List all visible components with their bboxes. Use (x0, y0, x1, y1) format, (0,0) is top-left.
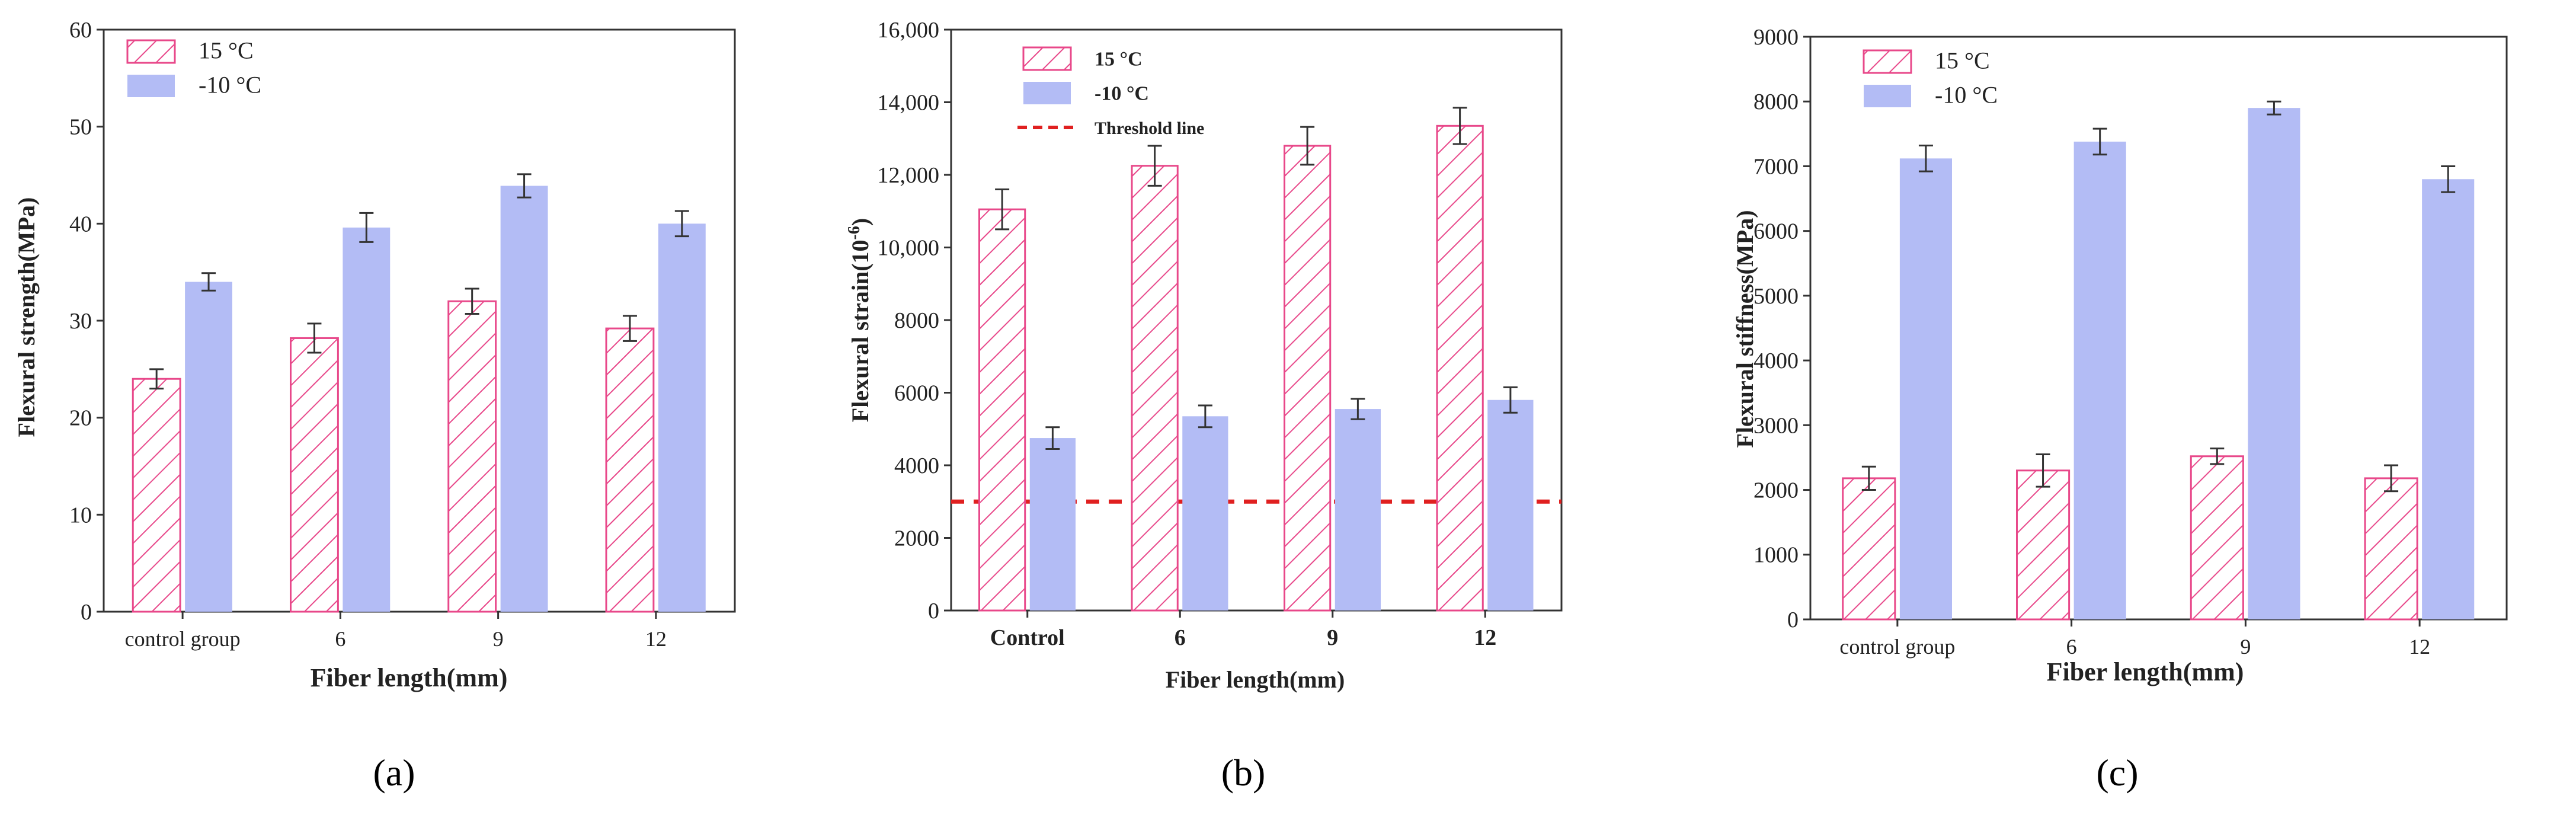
xlabel-a: Fiber length(mm) (311, 663, 508, 692)
legend-label-c: 15 °C (1935, 47, 1990, 73)
xtick-label-a: 6 (335, 627, 345, 651)
legend-swatch-c (1863, 49, 1912, 74)
xtick-label-b: 9 (1327, 625, 1338, 650)
xtick-label-a: 12 (645, 627, 667, 651)
xtick-label-b: Control (990, 625, 1065, 650)
axes-frame-c (1809, 36, 2508, 621)
ytick-label-a: 0 (81, 600, 92, 625)
bar-a-fill (500, 186, 548, 612)
ytick-label-b: 6000 (894, 381, 939, 405)
chart-panel-b: 0 2000 4000 6000 8000 10,000 12,000 14,000 16,00… (845, 18, 1563, 794)
bar-c-fill (1899, 158, 1952, 619)
legend-label-c: -10 °C (1935, 81, 1998, 108)
bar-a-hatch (132, 378, 181, 613)
ylabel-b: Flexural strain(10-6) (845, 218, 874, 422)
ytick-label-c: 9000 (1753, 25, 1799, 50)
legend-swatch-a (127, 75, 175, 97)
ylabel-c: Flexural stiffness(MPa) (1732, 210, 1758, 448)
ytick-label-b: 12,000 (878, 163, 940, 188)
bar-a-hatch (290, 337, 339, 613)
ylabel-a: Flexural strength(MPa) (13, 197, 40, 437)
ytick-label-b: 4000 (894, 453, 939, 478)
ytick-label-b: 16,000 (878, 18, 940, 43)
bar-b-hatch (978, 208, 1026, 612)
xtick-label-c: 6 (2066, 635, 2077, 659)
ylabel-b-tail: ) (847, 218, 873, 226)
xtick-label-c: control group (1839, 635, 1955, 659)
bar-a-fill (343, 227, 391, 612)
ytick-label-c: 3000 (1753, 413, 1799, 438)
ytick-label-a: 60 (69, 18, 92, 43)
ytick-label-a: 20 (69, 406, 92, 431)
ytick-label-c: 5000 (1753, 284, 1799, 309)
ytick-label-c: 8000 (1753, 90, 1799, 114)
bar-c-hatch (2016, 469, 2071, 621)
panel-label-a: (a) (373, 752, 415, 794)
ytick-label-b: 8000 (894, 308, 939, 333)
legend-label-b: -10 °C (1095, 82, 1149, 104)
bar-c-fill (2248, 108, 2300, 620)
bar-b-fill (1029, 438, 1076, 611)
ytick-label-c: 2000 (1753, 478, 1799, 503)
ytick-label-c: 7000 (1753, 154, 1799, 179)
bar-b-hatch (1131, 165, 1179, 612)
ytick-label-c: 6000 (1753, 219, 1799, 244)
xlabel-b: Fiber length(mm) (1166, 666, 1345, 693)
ytick-label-b: 14,000 (878, 90, 940, 115)
ytick-label-a: 40 (69, 212, 92, 236)
legend-swatch-b (1023, 82, 1071, 104)
xtick-label-b: 12 (1474, 625, 1496, 650)
xtick-label-a: control group (125, 627, 241, 651)
bar-b-hatch (1284, 145, 1332, 612)
ylabel-b-main: Flexural strain(10 (847, 239, 873, 422)
bar-c-fill (2073, 141, 2126, 619)
bar-b-fill (1335, 409, 1381, 611)
xtick-label-a: 9 (493, 627, 504, 651)
bar-c-hatch (2190, 455, 2244, 621)
xtick-label-c: 12 (2409, 635, 2430, 659)
ytick-label-b: 2000 (894, 526, 939, 551)
bar-b-fill (1182, 416, 1228, 611)
ytick-label-c: 0 (1787, 608, 1799, 632)
bar-b-hatch (1436, 124, 1484, 612)
ytick-label-a: 50 (69, 115, 92, 140)
legend-swatch-b (1022, 46, 1072, 71)
panel-label-c: (c) (2096, 752, 2138, 794)
ytick-label-c: 1000 (1753, 543, 1799, 568)
legend-label-a: -10 °C (199, 71, 261, 98)
plot-area-b: 0 2000 4000 6000 8000 10,000 12,000 14,000 16,00… (878, 18, 1563, 650)
bar-a-fill (185, 282, 232, 612)
legend-swatch-c (1864, 85, 1911, 107)
legend-threshold-label: Threshold line (1095, 119, 1204, 138)
xtick-label-b: 6 (1175, 625, 1186, 650)
chart-panel-c: 0 1000 2000 3000 4000 5000 6000 7000 8000 9000 con… (1732, 25, 2508, 794)
xtick-label-c: 9 (2240, 635, 2251, 659)
ytick-label-b: 10,000 (878, 235, 940, 260)
ytick-label-a: 30 (69, 309, 92, 334)
bar-c-hatch (2364, 477, 2418, 621)
plot-area-c: 0 1000 2000 3000 4000 5000 6000 7000 8000 9000 con… (1753, 25, 2508, 659)
bar-c-hatch (1842, 477, 1896, 621)
ylabel-b-sup: -6 (845, 226, 863, 239)
bar-c-fill (2422, 179, 2475, 619)
chart-panel-a: 0 10 20 30 40 50 60 control group 6 9 12 15 °C -10 °… (13, 18, 736, 794)
bar-a-hatch (605, 327, 655, 613)
legend-label-a: 15 °C (199, 37, 254, 63)
ytick-label-b: 0 (928, 599, 939, 624)
legend-swatch-a (126, 39, 176, 64)
plot-area-a: 0 10 20 30 40 50 60 control group 6 9 12 15 °C -10 °… (69, 18, 736, 651)
ytick-label-a: 10 (69, 503, 92, 528)
ytick-label-c: 4000 (1753, 349, 1799, 373)
bar-a-hatch (447, 300, 497, 613)
bar-b-fill (1487, 399, 1534, 611)
panel-label-b: (b) (1221, 752, 1266, 794)
bar-a-fill (658, 223, 706, 612)
xlabel-c: Fiber length(mm) (2047, 657, 2244, 686)
legend-label-b: 15 °C (1095, 48, 1143, 70)
